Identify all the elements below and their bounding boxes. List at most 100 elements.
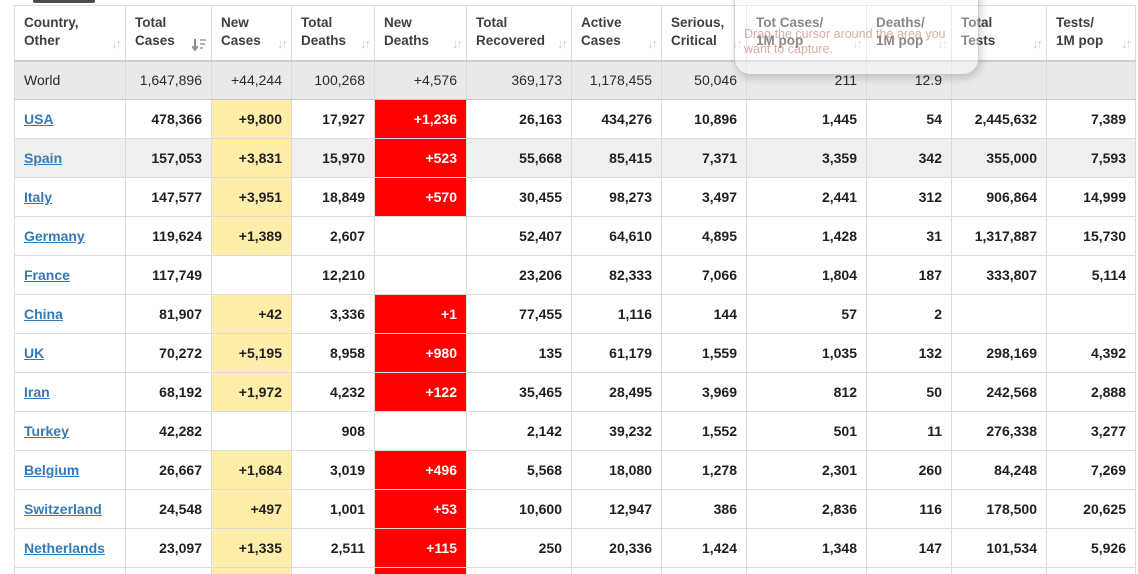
country-link-italy[interactable]: Italy (24, 189, 53, 205)
cell-total_tests: 242,568 (951, 372, 1047, 412)
row-germany: Germany 119,624 +1,389 2,607 52,407 64,610 4,8… (14, 216, 1136, 256)
cell-tot_cases_1m: 1,428 (746, 216, 867, 256)
col-header-deaths_1m[interactable]: Deaths/1M pop ↓↑ (866, 5, 952, 62)
cell-new_deaths: +523 (374, 138, 467, 178)
cell-new_cases (211, 411, 292, 451)
cell-total_recovered: 250 (466, 528, 572, 568)
cell-tests_1m: 3,277 (1046, 411, 1136, 451)
sort-descending-active-icon (192, 38, 206, 51)
cell-deaths_1m: 147 (866, 528, 952, 568)
country-link-france[interactable]: France (24, 267, 70, 283)
col-header-active_cases[interactable]: Active Cases ↓↑ (571, 5, 662, 62)
cell-tests_1m: 20,625 (1046, 489, 1136, 529)
col-header-tot_cases_1m[interactable]: Tot Cases/1M pop ↓↑ (746, 5, 867, 62)
country-link-netherlands[interactable]: Netherlands (24, 540, 105, 556)
cell-total_tests: 101,534 (951, 528, 1047, 568)
cell-total_cases: 1,647,896 (125, 60, 212, 100)
cell-total_deaths: 4,232 (291, 372, 375, 412)
cell-active_cases: 82,333 (571, 255, 662, 295)
cell-tests_1m: 2,888 (1046, 372, 1136, 412)
sort-toggle-icon: ↓↑ (360, 35, 371, 51)
window-edge-fragment (33, 0, 95, 3)
cell-new_deaths: +4,576 (374, 60, 467, 100)
cell-active_cases: 39,232 (571, 411, 662, 451)
cell-new_deaths (374, 216, 467, 256)
sort-toggle-icon: ↓↑ (1121, 35, 1132, 51)
covid-stats-table-container: Country, Other ↓↑ Total Cases New Cases ↓↑ Total… (14, 5, 1136, 574)
cell-total_cases: 68,192 (125, 372, 212, 412)
cell-tests_1m: 5,926 (1046, 528, 1136, 568)
cell-new_cases: +1,972 (211, 372, 292, 412)
country-link-germany[interactable]: Germany (24, 228, 85, 244)
cell-total_recovered: 369,173 (466, 60, 572, 100)
cell-tot_cases_1m: 3,359 (746, 138, 867, 178)
row-world-totals: World 1,647,896 +44,244 100,268 +4,576 369,17… (14, 60, 1136, 100)
col-header-total_recovered[interactable]: Total Recovered ↓↑ (466, 5, 572, 62)
cell-tests_1m (1046, 60, 1136, 100)
cell-active_cases: 61,179 (571, 333, 662, 373)
cell-total_recovered: 26,163 (466, 99, 572, 139)
row-iran: Iran 68,192 +1,972 4,232 +122 35,465 28,495 3,9… (14, 372, 1136, 412)
cell-total_cases: 157,053 (125, 138, 212, 178)
country-link-china[interactable]: China (24, 306, 63, 322)
cell-new_cases: +1,335 (211, 528, 292, 568)
cell-tot_cases_1m: 1,035 (746, 333, 867, 373)
cell-country: UK (14, 333, 126, 373)
cell-total_recovered: 135 (466, 333, 572, 373)
country-link-turkey[interactable]: Turkey (24, 423, 69, 439)
sort-toggle-icon: ↓↑ (937, 35, 948, 51)
cell-total_cases: 26,667 (125, 450, 212, 490)
country-link-spain[interactable]: Spain (24, 150, 63, 166)
country-link-uk[interactable]: UK (24, 345, 45, 361)
cell-serious_critical: 144 (661, 294, 747, 334)
cell-total_deaths: 8,958 (291, 333, 375, 373)
cell-serious_critical: 4,895 (661, 216, 747, 256)
country-link-iran[interactable]: Iran (24, 384, 50, 400)
cell-tot_cases_1m: 1,804 (746, 255, 867, 295)
row-france: France 117,749 12,210 23,206 82,333 7,066 1,80… (14, 255, 1136, 295)
col-header-new_cases[interactable]: New Cases ↓↑ (211, 5, 292, 62)
cell-country: Switzerland (14, 489, 126, 529)
cell-new_cases: +3,951 (211, 177, 292, 217)
cell-country: Spain (14, 138, 126, 178)
row-china: China 81,907 +42 3,336 +1 77,455 1,116 144 57 2 (14, 294, 1136, 334)
country-link-usa[interactable]: USA (24, 111, 54, 127)
cell-total_deaths: 3,336 (291, 294, 375, 334)
col-header-total_deaths[interactable]: Total Deaths ↓↑ (291, 5, 375, 62)
sort-toggle-icon: ↓↑ (111, 35, 122, 51)
row-partial-clipped (14, 567, 1136, 574)
cell-total_recovered: 10,600 (466, 489, 572, 529)
cell-total_deaths: 2,511 (291, 528, 375, 568)
col-header-serious_critical[interactable]: Serious, Critical ↓↑ (661, 5, 747, 62)
country-link-belgium[interactable]: Belgium (24, 462, 80, 478)
col-header-total_tests[interactable]: Total Tests ↓↑ (951, 5, 1047, 62)
cell-total_cases: 42,282 (125, 411, 212, 451)
cell-deaths_1m: 12.9 (866, 60, 952, 100)
cell-total_tests: 276,338 (951, 411, 1047, 451)
col-header-tests_1m[interactable]: Tests/1M pop ↓↑ (1046, 5, 1136, 62)
col-header-country[interactable]: Country, Other ↓↑ (14, 5, 126, 62)
cell-total_cases: 24,548 (125, 489, 212, 529)
cell-total_tests (951, 294, 1047, 334)
cell-active_cases: 85,415 (571, 138, 662, 178)
cell-tot_cases_1m: 2,441 (746, 177, 867, 217)
cell-total_tests: 333,807 (951, 255, 1047, 295)
cell-country: World (14, 60, 126, 100)
cell-total_tests: 355,000 (951, 138, 1047, 178)
row-belgium: Belgium 26,667 +1,684 3,019 +496 5,568 18,080 1… (14, 450, 1136, 490)
cell-total_tests: 2,445,632 (951, 99, 1047, 139)
cell-active_cases: 28,495 (571, 372, 662, 412)
cell-total_tests: 84,248 (951, 450, 1047, 490)
cell-tests_1m: 7,593 (1046, 138, 1136, 178)
country-link-switzerland[interactable]: Switzerland (24, 501, 102, 517)
sort-toggle-icon: ↓↑ (277, 35, 288, 51)
cell-serious_critical: 1,552 (661, 411, 747, 451)
cell-deaths_1m: 342 (866, 138, 952, 178)
col-header-total_cases[interactable]: Total Cases (125, 5, 212, 62)
col-header-new_deaths[interactable]: New Deaths ↓↑ (374, 5, 467, 62)
cell-new_cases: +497 (211, 489, 292, 529)
cell-serious_critical: 50,046 (661, 60, 747, 100)
cell-new_deaths: +53 (374, 489, 467, 529)
cell-deaths_1m: 54 (866, 99, 952, 139)
cell-total_deaths: 100,268 (291, 60, 375, 100)
